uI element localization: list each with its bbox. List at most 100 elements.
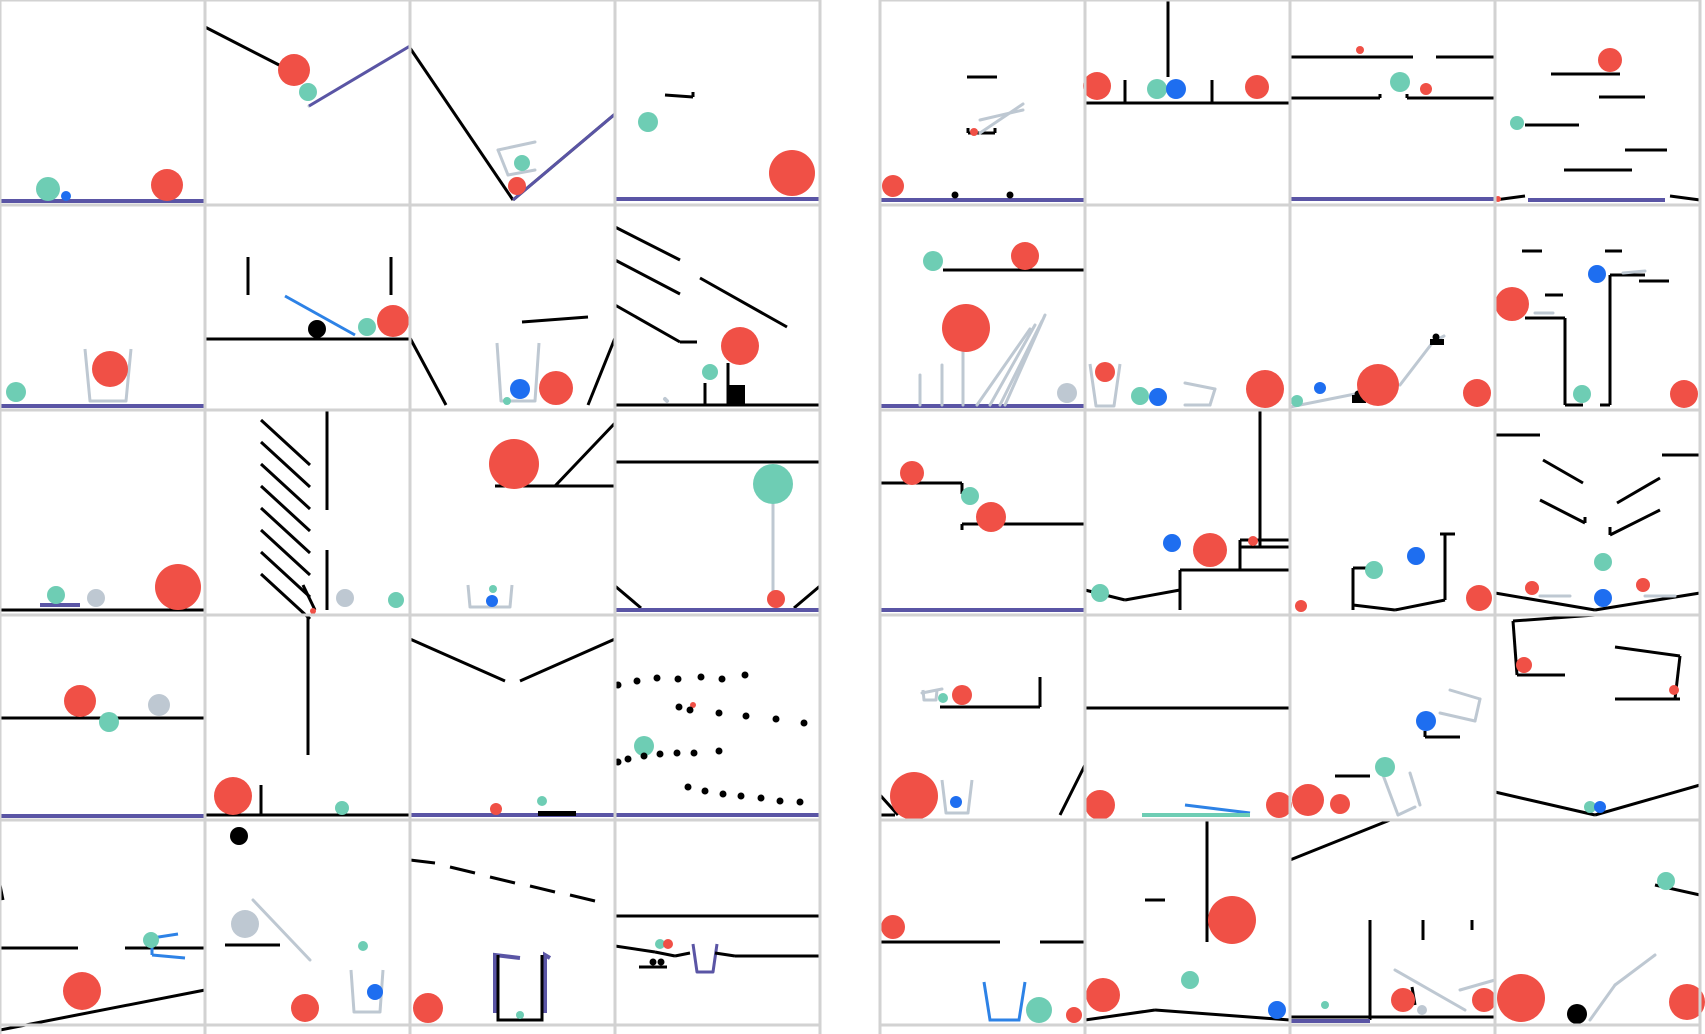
green-ball xyxy=(1573,385,1591,403)
green-ball xyxy=(1147,79,1167,99)
red-ball xyxy=(1083,72,1111,100)
black-wall xyxy=(586,337,617,406)
puzzle-cell-left-1-2 xyxy=(204,25,412,108)
red-ball xyxy=(1011,242,1039,270)
green-ball xyxy=(516,1011,524,1019)
blue-ball xyxy=(486,595,498,607)
puzzle-cell-left-2-2 xyxy=(205,257,410,341)
blue-ball xyxy=(1163,534,1181,552)
puzzle-cell-left-3-2 xyxy=(259,410,404,621)
red-ball xyxy=(310,608,316,614)
green-ball xyxy=(655,939,665,949)
red-ball xyxy=(508,177,526,195)
green-ball xyxy=(489,585,497,593)
red-ball xyxy=(1086,978,1120,1012)
cup xyxy=(466,584,514,609)
puzzle-cell-left-5-2 xyxy=(225,827,385,1022)
black-wall xyxy=(259,462,312,511)
black-wall xyxy=(204,25,284,69)
blue-ball xyxy=(61,191,71,201)
black-wall xyxy=(259,528,312,577)
black-wall xyxy=(489,875,516,885)
gray-bar xyxy=(1408,771,1422,807)
puzzle-cell-left-3-3 xyxy=(466,421,617,609)
peg xyxy=(674,675,682,683)
green-ball xyxy=(702,364,718,380)
black-wall xyxy=(521,315,589,324)
puzzle-cell-left-1-1 xyxy=(0,169,205,203)
red-ball xyxy=(1066,1007,1082,1023)
black-ball xyxy=(1567,1004,1587,1024)
black-wall xyxy=(259,572,312,621)
blue-bar xyxy=(284,294,356,337)
black-wall xyxy=(1289,818,1391,862)
puzzle-cell-right-4-4 xyxy=(1494,613,1701,817)
puzzle-cell-left-3-4 xyxy=(614,460,821,612)
green-ball xyxy=(1584,801,1596,813)
blue-ball xyxy=(1268,1001,1286,1019)
green-ball xyxy=(358,941,368,951)
puzzle-cell-left-5-1 xyxy=(0,884,206,1032)
puzzle-cell-left-1-4 xyxy=(615,92,820,201)
red-ball xyxy=(1208,896,1256,944)
green-ball xyxy=(1131,387,1149,405)
red-ball xyxy=(1636,578,1650,592)
blue-ball xyxy=(1416,711,1436,731)
black-block xyxy=(729,385,745,405)
gray-ball xyxy=(87,589,105,607)
peg xyxy=(701,787,709,795)
black-wall xyxy=(553,421,617,488)
red-ball xyxy=(1495,287,1529,321)
gray-bar xyxy=(975,327,1032,407)
red-ball xyxy=(1466,585,1492,611)
gray-bar xyxy=(506,168,537,177)
red-ball xyxy=(1598,48,1622,72)
red-ball xyxy=(1330,794,1350,814)
green-ball xyxy=(923,251,943,271)
puzzle-cell-left-3-1 xyxy=(0,564,205,612)
red-ball xyxy=(278,54,310,86)
black-wall xyxy=(1594,783,1701,817)
red-ball xyxy=(1669,685,1679,695)
puzzle-cell-right-1-2 xyxy=(1083,0,1290,105)
black-wall xyxy=(1609,508,1661,537)
green-ball xyxy=(99,712,119,732)
peg xyxy=(624,755,632,763)
puzzle-cell-right-3-4 xyxy=(1494,433,1701,612)
black-wall xyxy=(0,988,206,1032)
peg xyxy=(715,709,723,717)
blue-ball xyxy=(1149,388,1167,406)
gray-bar xyxy=(496,140,537,152)
gray-bar xyxy=(988,323,1037,407)
green-ball xyxy=(537,796,547,806)
gray-bar xyxy=(1398,340,1435,387)
peg xyxy=(633,677,641,685)
peg xyxy=(673,749,681,757)
green-ball xyxy=(335,801,349,815)
red-ball xyxy=(214,777,252,815)
green-ball xyxy=(1510,116,1524,130)
red-ball xyxy=(767,590,785,608)
puzzle-cell-left-5-4 xyxy=(614,914,820,974)
green-ball xyxy=(1375,757,1395,777)
puzzle-cell-right-1-4 xyxy=(1494,48,1701,202)
cup xyxy=(691,943,719,974)
red-ball xyxy=(1248,536,1258,546)
peg xyxy=(757,794,765,802)
green-ball xyxy=(938,693,948,703)
red-ball xyxy=(769,150,815,196)
gray-bar xyxy=(1381,773,1400,817)
purple-ramp xyxy=(512,112,616,202)
black-wall xyxy=(1124,588,1181,602)
puzzle-cell-right-5-1 xyxy=(880,915,1085,1023)
puzzle-cell-right-5-2 xyxy=(1084,820,1291,1022)
green-ball xyxy=(638,112,658,132)
black-wall xyxy=(259,484,312,533)
red-ball xyxy=(1295,600,1307,612)
peg xyxy=(741,671,749,679)
gray-bar xyxy=(1613,953,1657,987)
puzzle-cell-right-4-2 xyxy=(1085,706,1292,820)
blue-ball xyxy=(1594,589,1612,607)
green-ball xyxy=(1321,1001,1329,1009)
